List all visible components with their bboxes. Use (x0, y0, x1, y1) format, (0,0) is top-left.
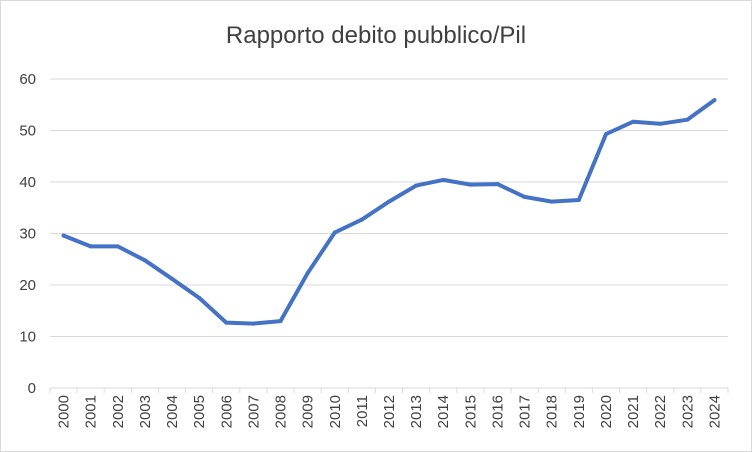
data-point-2016 (495, 182, 500, 187)
data-point-2004 (170, 276, 175, 281)
data-point-2001 (88, 244, 93, 249)
data-point-2012 (387, 199, 391, 204)
x-tick-label: 2011 (354, 395, 371, 427)
y-axis-tick-labels: 0 10 20 30 40 50 60 (19, 71, 36, 397)
data-point-2000 (61, 233, 66, 238)
series-line-0 (61, 98, 717, 326)
data-point-2011 (359, 217, 364, 222)
x-tick-label: 2006 (218, 395, 235, 428)
y-tick-label: 0 (28, 380, 36, 397)
y-tick-label: 40 (19, 174, 36, 191)
x-tick-label: 2004 (164, 395, 181, 428)
x-tick-label: 2014 (435, 395, 452, 428)
x-axis-tick-labels: 2000 2001 2002 2003 2004 2005 2006 2007 2008 2009… (56, 395, 724, 428)
x-tick-label: 2021 (625, 395, 642, 428)
data-point-2015 (468, 182, 473, 187)
data-point-2013 (414, 183, 419, 188)
data-point-2021 (631, 119, 636, 124)
data-point-2022 (658, 121, 663, 126)
x-tick-label: 2008 (273, 395, 290, 428)
x-tick-label: 2022 (652, 395, 669, 428)
y-tick-label: 20 (19, 277, 36, 294)
data-point-2014 (441, 177, 446, 182)
x-tick-label: 2007 (245, 395, 262, 428)
data-point-2005 (197, 295, 202, 300)
x-tick-label: 2015 (462, 395, 479, 428)
data-point-2018 (549, 199, 554, 204)
y-tick-label: 30 (19, 226, 36, 243)
data-point-2006 (224, 320, 229, 325)
x-tick-label: 2020 (598, 395, 615, 428)
y-tick-label: 60 (19, 71, 36, 88)
data-point-2024 (712, 98, 717, 103)
x-tick-label: 2017 (517, 395, 534, 428)
x-tick-label: 2024 (706, 395, 723, 428)
data-point-2008 (278, 319, 283, 324)
data-point-2017 (522, 194, 527, 199)
x-tick-label: 2013 (408, 395, 425, 428)
data-point-2009 (305, 271, 310, 276)
data-point-2023 (685, 117, 690, 122)
x-tick-label: 2012 (381, 395, 398, 428)
data-point-2010 (332, 230, 337, 235)
series-layer (61, 98, 717, 326)
chart-title: Rapporto debito pubblico/Pil (225, 22, 527, 49)
data-point-2007 (251, 321, 256, 326)
data-point-2020 (603, 132, 608, 137)
x-tick-label: 2018 (544, 395, 561, 428)
x-tick-label: 2000 (56, 395, 73, 428)
x-tick-label: 2001 (83, 395, 100, 428)
gridlines (50, 78, 728, 337)
x-tick-label: 2002 (110, 395, 127, 428)
data-point-2003 (142, 258, 147, 263)
x-tick-label: 2003 (137, 395, 154, 428)
y-tick-label: 10 (19, 329, 36, 346)
x-tick-label: 2016 (489, 395, 506, 428)
x-tick-label: 2023 (679, 395, 696, 428)
y-tick-label: 50 (19, 123, 36, 140)
x-axis (49, 387, 729, 393)
x-tick-label: 2019 (571, 395, 588, 428)
data-point-2002 (115, 244, 120, 249)
x-tick-label: 2010 (327, 395, 344, 428)
data-point-2019 (576, 198, 581, 203)
x-tick-label: 2009 (300, 395, 317, 428)
x-tick-label: 2005 (191, 395, 208, 428)
